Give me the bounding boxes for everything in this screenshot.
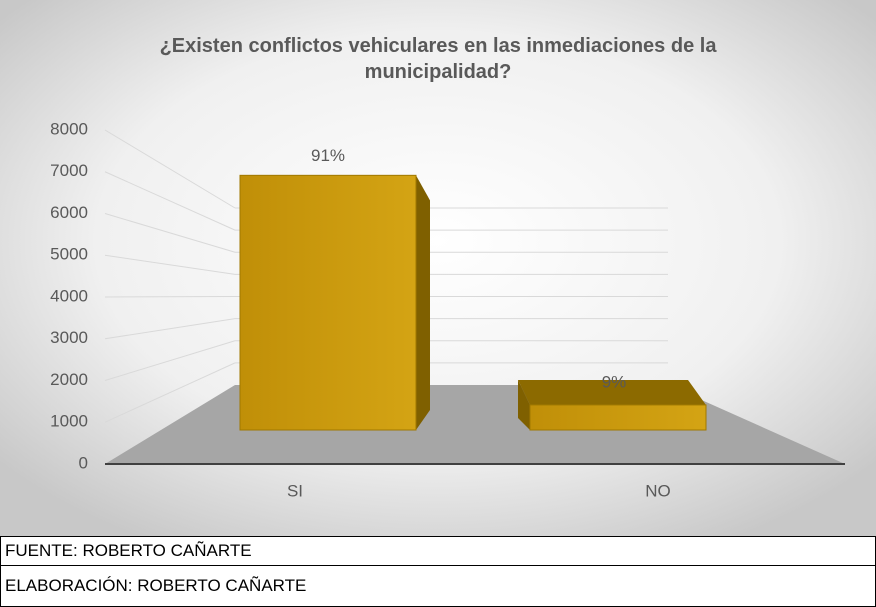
bar-top — [518, 379, 706, 405]
y-tick-label: 8000 — [50, 119, 88, 138]
bar-side — [518, 379, 530, 430]
grid-line — [104, 129, 236, 209]
grid-line — [104, 340, 236, 381]
grid-line — [104, 213, 236, 253]
footer-row: FUENTE: ROBERTO CAÑARTE — [1, 537, 875, 566]
grid-line — [104, 171, 236, 231]
x-tick-label: NO — [645, 481, 671, 500]
footer-row: ELABORACIÓN: ROBERTO CAÑARTE — [1, 566, 875, 607]
y-tick-label: 0 — [79, 453, 88, 472]
bar — [239, 174, 417, 431]
y-tick-label: 3000 — [50, 328, 88, 347]
grid-line — [104, 254, 236, 275]
bar — [529, 404, 707, 431]
grid-line — [104, 296, 236, 298]
y-tick-label: 6000 — [50, 203, 88, 222]
x-tick-label: SI — [287, 481, 303, 500]
y-tick-label: 5000 — [50, 245, 88, 264]
chart-title: ¿Existen conflictos vehiculares en las i… — [160, 35, 718, 83]
data-label: 9% — [602, 372, 627, 391]
grid-line — [104, 362, 236, 423]
footer-table: FUENTE: ROBERTO CAÑARTE ELABORACIÓN: ROB… — [0, 536, 876, 607]
grid-line — [104, 318, 236, 340]
y-tick-label: 2000 — [50, 370, 88, 389]
chart: ¿Existen conflictos vehiculares en las i… — [0, 0, 876, 536]
y-tick-label: 7000 — [50, 161, 88, 180]
bar-side — [416, 175, 430, 430]
y-tick-label: 4000 — [50, 286, 88, 305]
y-tick-label: 1000 — [50, 412, 88, 431]
data-label: 91% — [311, 146, 345, 165]
